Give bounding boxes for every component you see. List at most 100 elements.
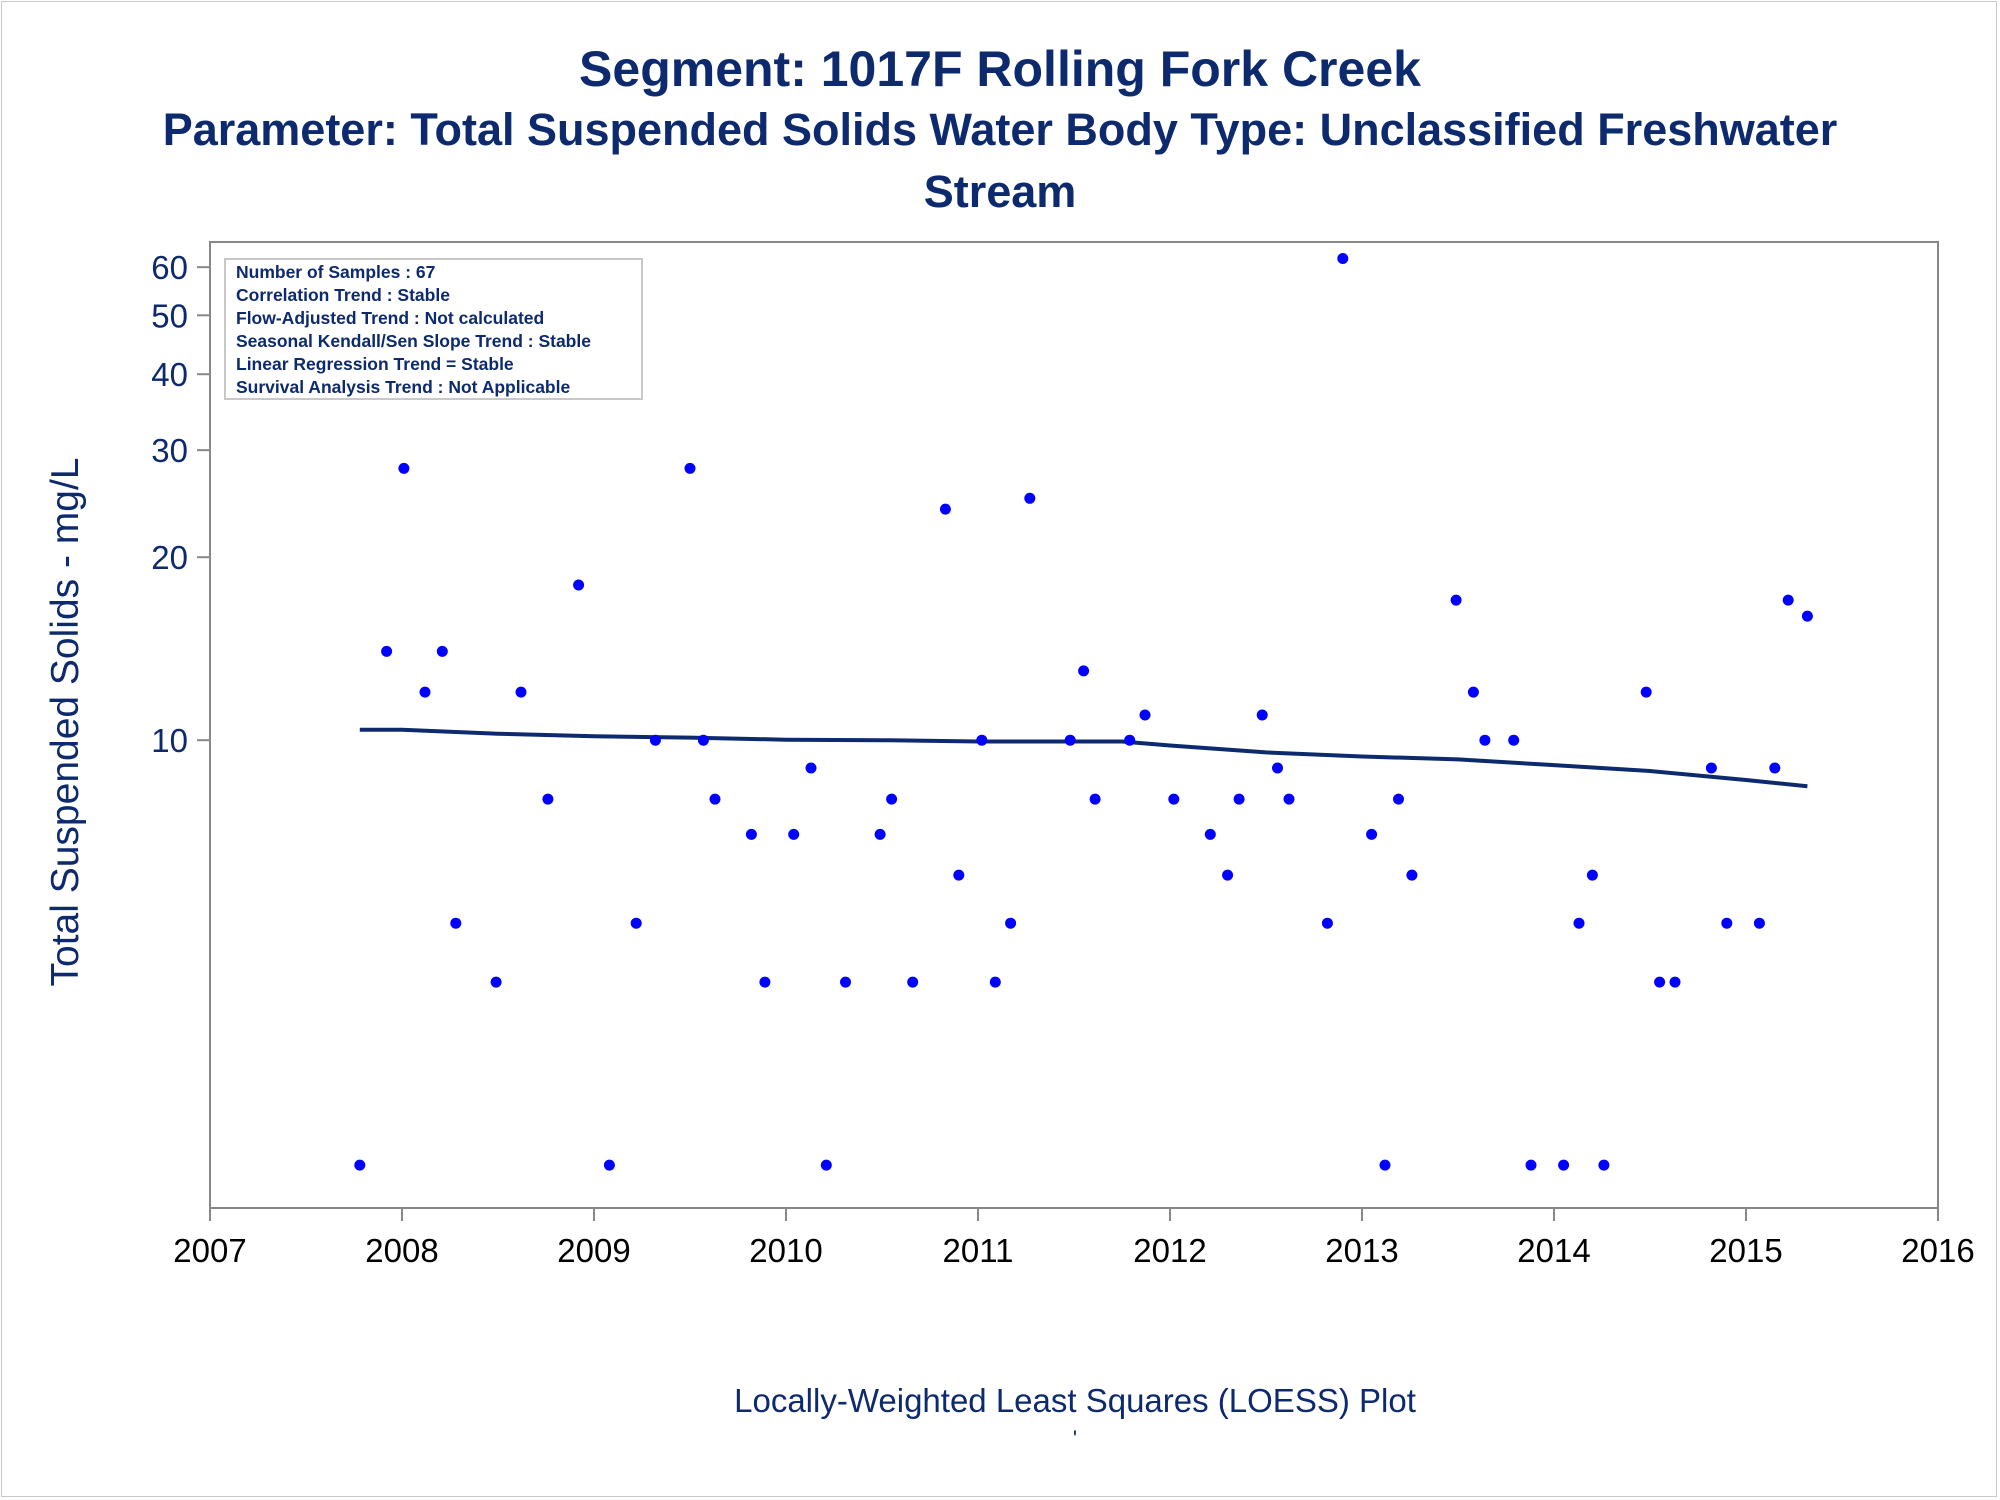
data-point (490, 976, 502, 988)
data-point (1124, 734, 1136, 746)
x-tick-label: 2014 (1517, 1232, 1590, 1269)
data-point (1782, 594, 1794, 606)
info-line-samples: Number of Samples : 67 (236, 262, 435, 282)
loess-line (359, 727, 1808, 789)
data-point (398, 462, 410, 474)
data-point (1450, 594, 1462, 606)
y-tick-label: 60 (151, 249, 188, 286)
data-point (1753, 917, 1765, 929)
x-tick-label: 2013 (1325, 1232, 1398, 1269)
data-point (820, 1159, 832, 1171)
data-point (1467, 686, 1479, 698)
x-tick-label: 2007 (173, 1232, 246, 1269)
data-point (709, 793, 721, 805)
data-point (697, 734, 709, 746)
data-point (840, 976, 851, 988)
data-point (1479, 734, 1491, 746)
data-point (907, 976, 919, 988)
data-point (953, 869, 965, 881)
info-line-seasonal-kendall: Seasonal Kendall/Sen Slope Trend : Stabl… (236, 331, 591, 351)
data-point (1283, 793, 1295, 805)
data-point (874, 828, 886, 840)
data-point (1337, 253, 1349, 264)
data-point (649, 734, 661, 746)
data-point (745, 828, 757, 840)
data-point (1233, 793, 1245, 805)
data-point (542, 793, 554, 805)
data-point (354, 1159, 366, 1171)
data-point (1769, 762, 1781, 774)
data-point (1558, 1159, 1570, 1171)
x-tick-label: 2008 (365, 1232, 438, 1269)
data-point (1721, 917, 1733, 929)
data-point (381, 645, 393, 657)
data-point (1508, 734, 1520, 746)
y-tick-label: 30 (151, 432, 188, 469)
chart-subtitle-continued: Stream (923, 166, 1077, 217)
data-point (1064, 734, 1076, 746)
data-point (1222, 869, 1234, 881)
x-tick-label: 2012 (1133, 1232, 1206, 1269)
data-point (603, 1159, 615, 1171)
chart-title: Segment: 1017F Rolling Fork Creek (579, 41, 1421, 97)
plot-area-frame (209, 241, 1939, 1209)
y-tick-label: 50 (151, 297, 188, 334)
data-point (573, 579, 585, 591)
y-tick-label: 20 (151, 539, 188, 576)
chart-subtitle: Parameter: Total Suspended Solids Water … (162, 104, 1838, 155)
info-line-survival: Survival Analysis Trend : Not Applicable (236, 377, 570, 397)
data-point (1640, 686, 1652, 698)
data-point (1089, 793, 1101, 805)
data-point (1168, 793, 1180, 805)
x-tick-label: 2011 (943, 1232, 1014, 1269)
info-box-border (224, 258, 643, 400)
data-point (630, 917, 642, 929)
x-tick-label: 2015 (1709, 1232, 1782, 1269)
data-point (788, 828, 800, 840)
data-point (1078, 665, 1090, 677)
data-point (1024, 492, 1036, 504)
data-point (419, 686, 431, 698)
data-point (1256, 709, 1268, 721)
y-tick-label: 10 (151, 722, 188, 759)
data-point (1406, 869, 1418, 881)
loess-layer (359, 727, 1808, 789)
x-axis-label: Locally-Weighted Least Squares (LOESS) P… (734, 1382, 1416, 1419)
data-point (939, 503, 951, 515)
footnote-mark: ' (1073, 1426, 1077, 1451)
data-point (1204, 828, 1216, 840)
data-point (805, 762, 817, 774)
data-point (1586, 869, 1598, 881)
x-tick-label: 2010 (749, 1232, 822, 1269)
data-point (886, 793, 898, 805)
data-point (450, 917, 462, 929)
data-point (976, 734, 988, 746)
x-tick-label: 2009 (557, 1232, 630, 1269)
data-point (1005, 917, 1017, 929)
data-point (989, 976, 1001, 988)
data-point (436, 645, 448, 657)
y-axis: 10 20 30 40 50 60 (151, 249, 210, 759)
info-line-correlation: Correlation Trend : Stable (236, 285, 450, 305)
points-layer (354, 253, 1813, 1171)
data-point (1525, 1159, 1537, 1171)
data-point (1598, 1159, 1610, 1171)
info-line-flow-adjusted: Flow-Adjusted Trend : Not calculated (236, 308, 544, 328)
data-point (1801, 610, 1813, 622)
data-point (1272, 762, 1283, 774)
data-point (1573, 917, 1585, 929)
data-point (1379, 1159, 1391, 1171)
data-point (1321, 917, 1333, 929)
data-point (759, 976, 771, 988)
data-point (1705, 762, 1717, 774)
data-point (1393, 793, 1404, 805)
data-point (1669, 976, 1681, 988)
y-axis-label: Total Suspended Solids - mg/L (44, 458, 87, 987)
info-line-linear-regression: Linear Regression Trend = Stable (236, 354, 514, 374)
x-tick-label: 2016 (1901, 1232, 1974, 1269)
data-point (1654, 976, 1666, 988)
data-point (1139, 709, 1151, 721)
x-axis: 2007 2008 2009 2010 2011 2012 2013 2014 2015 2016 (173, 1208, 1975, 1269)
data-point (515, 686, 527, 698)
